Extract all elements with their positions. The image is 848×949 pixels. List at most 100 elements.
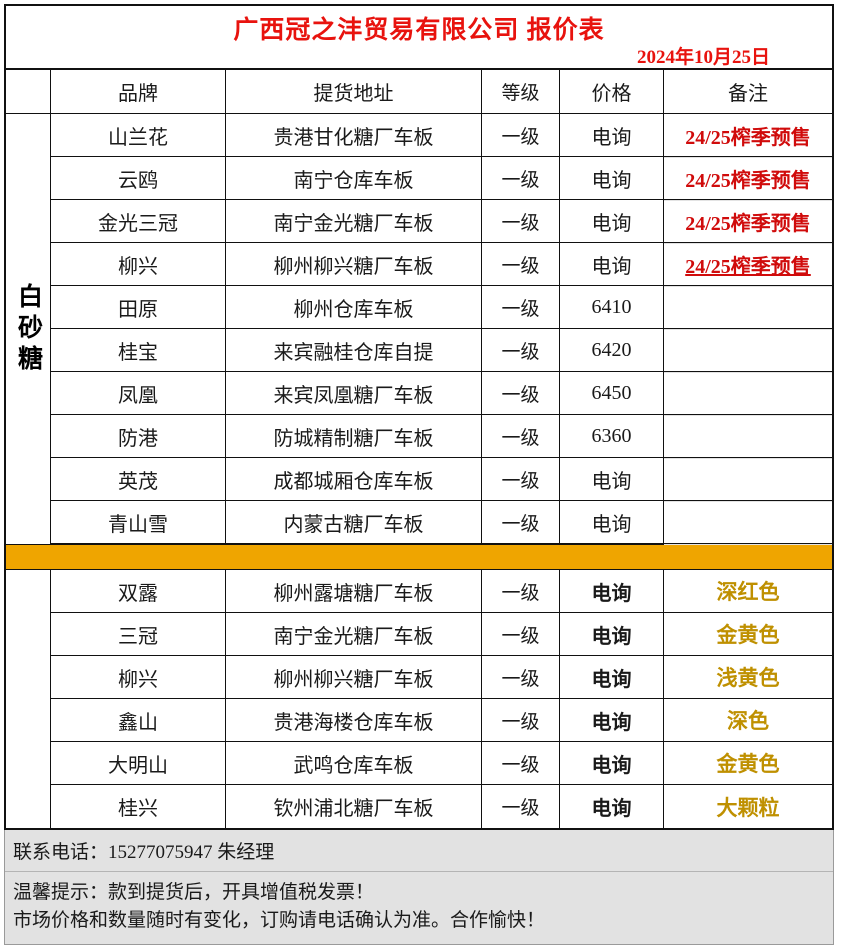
cell-grade: 一级	[482, 200, 560, 242]
cell-brand: 桂宝	[51, 329, 226, 371]
cell-note: 金黄色	[716, 623, 780, 647]
section-colored-sugar-rows: 双露 柳州露塘糖厂车板 一级 电询 深红色 三冠 南宁金光糖厂车板 一级 电询 …	[51, 570, 832, 828]
cell-price: 电询	[560, 200, 664, 242]
cell-brand: 柳兴	[51, 243, 226, 285]
cell-brand: 田原	[51, 286, 226, 328]
cell-address: 武鸣仓库车板	[226, 742, 482, 784]
cell-brand: 桂兴	[51, 785, 226, 828]
cell-note	[664, 458, 832, 502]
table-row: 凤凰 来宾凤凰糖厂车板 一级 6450	[51, 372, 832, 416]
cell-grade: 一级	[482, 243, 560, 285]
cell-brand: 青山雪	[51, 501, 226, 543]
table-row: 英茂 成都城厢仓库车板 一级 电询	[51, 458, 832, 502]
cell-note: 24/25榨季预售	[664, 200, 832, 244]
table-row: 大明山 武鸣仓库车板 一级 电询 金黄色	[51, 742, 832, 785]
cell-price: 电询	[560, 742, 664, 784]
cell-price: 6410	[560, 286, 664, 328]
cell-address: 来宾凤凰糖厂车板	[226, 372, 482, 414]
title-block: 广西冠之沣贸易有限公司 报价表 2024年10月25日	[4, 4, 834, 68]
cell-grade: 一级	[482, 742, 560, 784]
section-white-sugar: 白砂糖 山兰花 贵港甘化糖厂车板 一级 电询 24/25榨季预售 云鸥 南宁仓库…	[6, 114, 832, 545]
cell-note	[664, 372, 832, 416]
cell-price: 电询	[560, 785, 664, 828]
table-row: 云鸥 南宁仓库车板 一级 电询 24/25榨季预售	[51, 157, 832, 201]
table-header-row: 品牌 提货地址 等级 价格 备注	[6, 70, 832, 114]
cell-grade: 一级	[482, 157, 560, 199]
table-row: 双露 柳州露塘糖厂车板 一级 电询 深红色	[51, 570, 832, 613]
cell-brand: 凤凰	[51, 372, 226, 414]
cell-note	[664, 329, 832, 373]
cell-brand: 防港	[51, 415, 226, 457]
cell-price: 电询	[560, 458, 664, 500]
cell-price: 电询	[560, 501, 664, 543]
table-row: 山兰花 贵港甘化糖厂车板 一级 电询 24/25榨季预售	[51, 114, 832, 158]
section-label-white-sugar: 白砂糖	[14, 282, 42, 376]
cell-grade: 一级	[482, 286, 560, 328]
contact-line: 联系电话：15277075947 朱经理	[5, 830, 833, 872]
column-header-price: 价格	[560, 70, 664, 113]
cell-address: 贵港甘化糖厂车板	[226, 114, 482, 156]
column-header-address: 提货地址	[226, 70, 482, 113]
cell-price: 电询	[560, 699, 664, 741]
cell-grade: 一级	[482, 372, 560, 414]
notice-block: 温馨提示：款到提货后，开具增值税发票！ 市场价格和数量随时有变化，订购请电话确认…	[5, 872, 833, 944]
cell-grade: 一级	[482, 785, 560, 828]
section-colored-sugar: 双露 柳州露塘糖厂车板 一级 电询 深红色 三冠 南宁金光糖厂车板 一级 电询 …	[6, 570, 832, 828]
cell-note: 24/25榨季预售	[664, 157, 832, 201]
cell-note: 浅黄色	[716, 666, 780, 690]
table-row: 金光三冠 南宁金光糖厂车板 一级 电询 24/25榨季预售	[51, 200, 832, 244]
cell-note: 大颗粒	[716, 795, 780, 820]
table-row: 柳兴 柳州柳兴糖厂车板 一级 电询 浅黄色	[51, 656, 832, 699]
cell-grade: 一级	[482, 699, 560, 741]
cell-address: 内蒙古糖厂车板	[226, 501, 482, 543]
header-category-spacer	[6, 70, 51, 113]
section-label-cell: 白砂糖	[6, 114, 51, 544]
cell-note: 深色	[727, 709, 769, 733]
cell-grade: 一级	[482, 329, 560, 371]
cell-note: 金黄色	[716, 752, 780, 776]
cell-grade: 一级	[482, 114, 560, 156]
price-table: 品牌 提货地址 等级 价格 备注 白砂糖 山兰花 贵港甘化糖厂车板 一级 电询 …	[4, 68, 834, 830]
cell-address: 来宾融桂仓库自提	[226, 329, 482, 371]
table-row: 防港 防城精制糖厂车板 一级 6360	[51, 415, 832, 459]
table-row: 鑫山 贵港海楼仓库车板 一级 电询 深色	[51, 699, 832, 742]
cell-address: 贵港海楼仓库车板	[226, 699, 482, 741]
table-row: 桂兴 钦州浦北糖厂车板 一级 电询 大颗粒	[51, 785, 832, 828]
cell-brand: 金光三冠	[51, 200, 226, 242]
table-row: 桂宝 来宾融桂仓库自提 一级 6420	[51, 329, 832, 373]
cell-brand: 大明山	[51, 742, 226, 784]
cell-price: 6450	[560, 372, 664, 414]
cell-price: 电询	[560, 243, 664, 285]
notice-line-1: 温馨提示：款到提货后，开具增值税发票！	[13, 882, 375, 903]
cell-address: 南宁金光糖厂车板	[226, 613, 482, 655]
footer-block: 联系电话：15277075947 朱经理 温馨提示：款到提货后，开具增值税发票！…	[4, 830, 834, 946]
cell-price: 电询	[560, 570, 664, 612]
cell-price: 6420	[560, 329, 664, 371]
page-title: 广西冠之沣贸易有限公司 报价表	[233, 17, 605, 44]
cell-note	[664, 501, 832, 545]
quotation-date: 2024年10月25日	[636, 47, 770, 68]
cell-price: 电询	[560, 114, 664, 156]
cell-price: 6360	[560, 415, 664, 457]
cell-address: 南宁仓库车板	[226, 157, 482, 199]
section-label-cell-2	[6, 570, 51, 828]
quotation-sheet: 广西冠之沣贸易有限公司 报价表 2024年10月25日 品牌 提货地址 等级 价…	[0, 4, 848, 949]
cell-grade: 一级	[482, 501, 560, 543]
cell-grade: 一级	[482, 613, 560, 655]
cell-brand: 山兰花	[51, 114, 226, 156]
cell-address: 柳州柳兴糖厂车板	[226, 243, 482, 285]
cell-address: 防城精制糖厂车板	[226, 415, 482, 457]
cell-address: 柳州仓库车板	[226, 286, 482, 328]
cell-note: 深红色	[716, 580, 780, 604]
section-divider-band	[6, 544, 832, 570]
cell-brand: 云鸥	[51, 157, 226, 199]
cell-grade: 一级	[482, 570, 560, 612]
cell-price: 电询	[560, 656, 664, 698]
cell-address: 柳州柳兴糖厂车板	[226, 656, 482, 698]
cell-address: 成都城厢仓库车板	[226, 458, 482, 500]
table-row: 青山雪 内蒙古糖厂车板 一级 电询	[51, 501, 832, 545]
column-header-brand: 品牌	[51, 70, 226, 113]
cell-note	[664, 415, 832, 459]
cell-brand: 柳兴	[51, 656, 226, 698]
cell-address: 柳州露塘糖厂车板	[226, 570, 482, 612]
